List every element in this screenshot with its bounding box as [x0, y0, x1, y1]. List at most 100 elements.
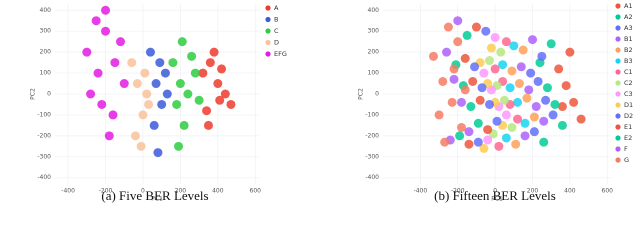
legend-swatch [615, 91, 621, 97]
x-tick-label: -400 [61, 188, 75, 195]
point [528, 35, 538, 45]
legend-swatch [265, 16, 271, 23]
point [104, 131, 114, 141]
point [198, 68, 208, 78]
point [531, 102, 541, 112]
point [108, 110, 118, 120]
point [554, 64, 564, 74]
x-tick-label: 200 [527, 188, 539, 195]
point [209, 47, 219, 57]
point [470, 62, 480, 72]
point [447, 97, 457, 107]
point [546, 39, 556, 49]
point [483, 125, 493, 135]
legend-swatch [615, 14, 621, 20]
point [576, 114, 586, 124]
legend-label: A1 [624, 2, 633, 10]
legend-label: D1 [624, 101, 633, 109]
point [183, 89, 193, 99]
point [481, 26, 491, 36]
legend-swatch [265, 51, 271, 57]
point [485, 56, 495, 66]
point [449, 64, 459, 74]
legend-swatch [615, 36, 621, 42]
legend-label: A [274, 4, 279, 12]
point [149, 120, 159, 130]
point [511, 139, 521, 149]
y-tick-label: 0 [375, 91, 379, 98]
point [220, 89, 230, 99]
legend-swatch [615, 80, 621, 86]
point [522, 93, 532, 103]
point [97, 99, 107, 109]
legend-swatch [615, 3, 621, 9]
legend-label: E1 [624, 123, 632, 131]
y-tick-label: 300 [40, 28, 52, 35]
point [486, 43, 496, 53]
point [557, 102, 567, 112]
x-axis-label: PC1 [491, 196, 503, 203]
legend-swatch [615, 124, 621, 130]
point [466, 102, 476, 112]
point [471, 22, 481, 32]
point [539, 137, 549, 147]
point [190, 68, 200, 78]
legend-label: D [274, 39, 279, 47]
point [119, 79, 129, 89]
point [453, 16, 463, 26]
point [501, 133, 511, 143]
legend-swatch [615, 146, 621, 152]
point [160, 68, 170, 78]
legend-label: A2 [624, 13, 633, 21]
y-axis-label: PC2 [358, 88, 365, 100]
point [490, 64, 500, 74]
legend-label: C1 [624, 68, 633, 76]
y-tick-label: -400 [37, 174, 51, 181]
point [513, 114, 523, 124]
point [142, 89, 152, 99]
legend-swatch [615, 25, 621, 31]
point [127, 58, 137, 68]
y-axis-label: PC2 [30, 88, 37, 100]
legend-label: G [624, 156, 629, 164]
point [194, 95, 204, 105]
point [151, 79, 161, 89]
point [492, 116, 502, 126]
y-tick-label: -300 [37, 153, 51, 160]
y-tick-label: -300 [365, 153, 379, 160]
y-tick-label: 200 [368, 49, 380, 56]
point [144, 99, 154, 109]
point [93, 68, 103, 78]
legend-swatch [615, 58, 621, 64]
point [526, 68, 536, 78]
x-tick-label: -400 [414, 188, 428, 195]
point [494, 141, 504, 151]
point [91, 16, 101, 26]
point [449, 74, 459, 84]
point [132, 79, 142, 89]
point [464, 139, 474, 149]
caption: (a) Five BER Levels [101, 188, 208, 203]
point [217, 64, 227, 74]
point [501, 110, 511, 120]
point [456, 97, 466, 107]
point [179, 120, 189, 130]
point [473, 118, 483, 128]
point [513, 97, 523, 107]
point [168, 58, 178, 68]
point [86, 89, 96, 99]
point [479, 68, 489, 78]
point [82, 47, 92, 57]
legend-swatch [265, 5, 271, 11]
point [514, 79, 524, 89]
y-tick-label: 100 [368, 70, 380, 77]
point [533, 76, 543, 86]
point [442, 47, 452, 57]
x-tick-label: 400 [212, 188, 224, 195]
legend-swatch [615, 102, 621, 108]
point [490, 32, 500, 42]
legend-swatch [615, 113, 621, 119]
figure: -400 -300 -200 -100 0 100 200 300 400 -400 -200 0 20… [30, 2, 634, 203]
caption: (b) Fifteen BER Levels [434, 188, 556, 203]
legend-swatch [265, 39, 271, 46]
